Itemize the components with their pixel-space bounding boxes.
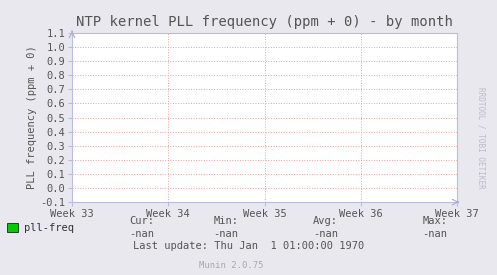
Text: -nan: -nan xyxy=(129,229,154,239)
Text: Max:: Max: xyxy=(422,216,447,226)
Text: pll-freq: pll-freq xyxy=(24,223,74,233)
Text: Cur:: Cur: xyxy=(129,216,154,226)
Text: Last update: Thu Jan  1 01:00:00 1970: Last update: Thu Jan 1 01:00:00 1970 xyxy=(133,241,364,251)
Text: -nan: -nan xyxy=(422,229,447,239)
Text: Min:: Min: xyxy=(214,216,239,226)
Y-axis label: PLL frequency (ppm + 0): PLL frequency (ppm + 0) xyxy=(27,46,37,189)
Title: NTP kernel PLL frequency (ppm + 0) - by month: NTP kernel PLL frequency (ppm + 0) - by … xyxy=(76,15,453,29)
Text: Munin 2.0.75: Munin 2.0.75 xyxy=(199,261,263,270)
Text: RRDTOOL / TOBI OETIKER: RRDTOOL / TOBI OETIKER xyxy=(476,87,486,188)
Text: Avg:: Avg: xyxy=(313,216,338,226)
Text: -nan: -nan xyxy=(313,229,338,239)
Text: -nan: -nan xyxy=(214,229,239,239)
